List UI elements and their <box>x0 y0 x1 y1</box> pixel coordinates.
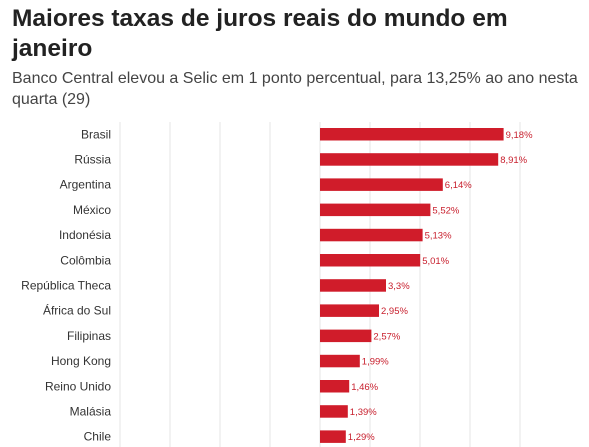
value-label: 8,91% <box>500 155 527 166</box>
value-label: 1,29% <box>348 432 375 443</box>
category-label: República Theca <box>21 278 111 292</box>
category-label: Reino Unido <box>45 379 111 393</box>
value-label: 1,46% <box>351 382 378 393</box>
category-label: México <box>73 203 111 217</box>
category-label: Malásia <box>70 404 112 418</box>
bar <box>320 279 386 292</box>
bars: Brasil 9,18% Rússia 8,91% Argentina 6,14% Méxi… <box>21 127 533 443</box>
value-label: 5,13% <box>425 231 452 242</box>
category-label: Hong Kong <box>51 354 111 368</box>
category-label: Colômbia <box>60 253 111 267</box>
value-label: 1,39% <box>350 407 377 418</box>
bar <box>320 254 421 267</box>
value-label: 2,95% <box>381 306 408 317</box>
bar <box>320 228 423 242</box>
category-label: Argentina <box>60 178 112 192</box>
bar-chart: Brasil 9,18% Rússia 8,91% Argentina 6,14% Méxi… <box>21 122 533 447</box>
category-label: África do Sul <box>43 303 111 318</box>
category-label: Brasil <box>81 127 111 141</box>
chart-subtitle: Banco Central elevou a Selic em 1 ponto … <box>12 70 578 108</box>
value-label: 9,18% <box>506 130 533 141</box>
bar <box>320 430 346 443</box>
category-label: Chile <box>84 430 112 444</box>
category-label: Filipinas <box>67 329 111 343</box>
bar <box>320 203 431 217</box>
bar <box>320 128 504 141</box>
chart-title: Maiores taxas de juros reais do mundo em… <box>12 5 508 62</box>
category-label: Rússia <box>74 152 111 166</box>
value-label: 2,57% <box>373 331 400 342</box>
value-label: 5,01% <box>422 256 449 267</box>
value-label: 3,3% <box>388 281 410 292</box>
bar <box>320 380 350 393</box>
value-label: 1,99% <box>362 357 389 368</box>
category-label: Indonésia <box>59 228 111 242</box>
value-label: 5,52% <box>432 205 459 216</box>
bar <box>320 178 443 191</box>
bar <box>320 354 360 368</box>
bar <box>320 329 372 343</box>
bar <box>320 304 379 317</box>
bar <box>320 153 499 166</box>
bar <box>320 405 348 418</box>
value-label: 6,14% <box>445 180 472 191</box>
